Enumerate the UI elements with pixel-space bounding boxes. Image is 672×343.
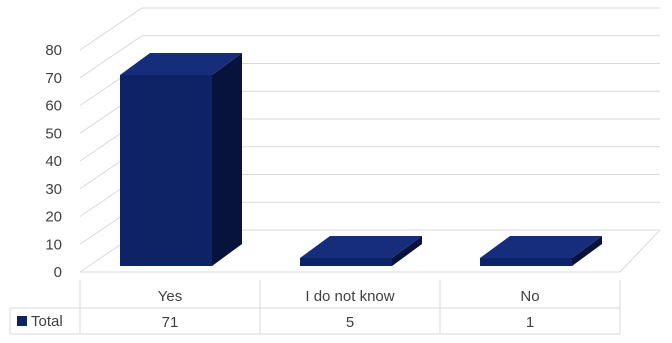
y-tick-label: 20 xyxy=(45,209,62,226)
y-tick-label: 80 xyxy=(45,42,62,59)
x-tick-label: I do not know xyxy=(305,288,394,305)
data-label: 71 xyxy=(162,314,179,331)
y-tick-label: 0 xyxy=(54,264,62,281)
data-table: Yes I do not know No Total 71 5 1 xyxy=(9,280,621,335)
y-tick-label: 50 xyxy=(45,125,62,142)
gridline-diagonal xyxy=(79,35,143,79)
x-tick-label: No xyxy=(520,288,539,305)
bar-yes xyxy=(120,52,242,266)
y-tick-label: 70 xyxy=(45,70,62,87)
gridline-diagonal xyxy=(79,7,143,51)
bar-top xyxy=(120,52,242,75)
bar-no xyxy=(480,236,602,266)
bars xyxy=(120,52,602,266)
legend-label: Total xyxy=(31,313,63,330)
floor-right-edge xyxy=(619,229,661,273)
bar-front xyxy=(480,258,572,266)
y-tick-label: 60 xyxy=(45,98,62,115)
bar-side xyxy=(392,236,422,266)
x-tick-label: Yes xyxy=(158,288,182,305)
data-label: 1 xyxy=(526,314,534,331)
bar-front xyxy=(120,74,212,266)
bar-front xyxy=(300,258,392,266)
legend-swatch xyxy=(17,316,27,326)
bar-side xyxy=(212,52,242,266)
bar-top xyxy=(480,236,602,258)
bar-side xyxy=(572,236,602,266)
y-tick-label: 10 xyxy=(45,236,62,253)
y-tick-label: 30 xyxy=(45,181,62,198)
y-axis: 0 10 20 30 40 50 60 70 80 xyxy=(45,42,62,281)
bar-top xyxy=(300,236,422,258)
y-tick-label: 40 xyxy=(45,153,62,170)
bar-i-do-not-know xyxy=(300,236,422,266)
data-label: 5 xyxy=(346,314,354,331)
